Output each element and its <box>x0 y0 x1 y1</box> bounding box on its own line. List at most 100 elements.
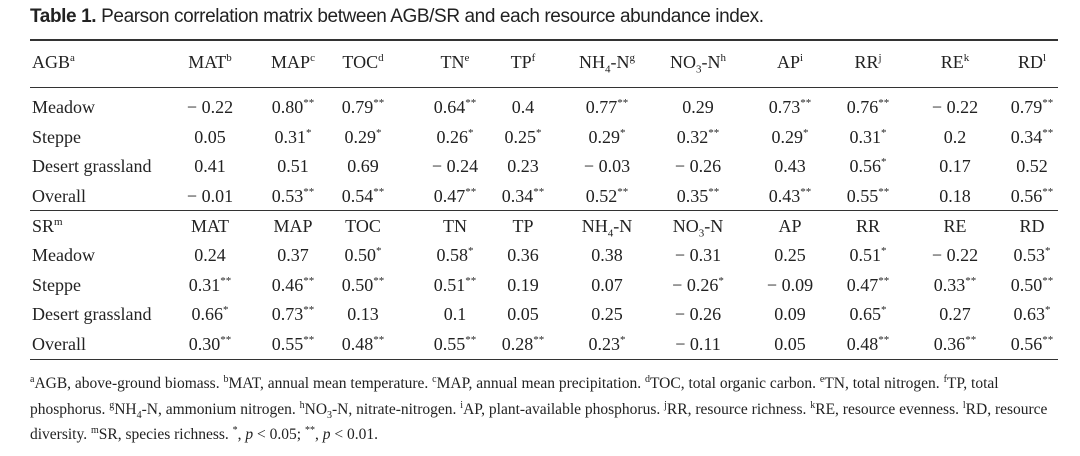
i-run: p <box>322 426 331 443</box>
table-cell: 0.58* <box>405 245 505 265</box>
text-run: NH <box>114 400 137 418</box>
cell-text: Steppe <box>32 274 81 295</box>
table-cell: 0.37 <box>243 245 343 265</box>
text-run: TP, total phosphorus. <box>30 375 999 418</box>
table-cell: 0.25* <box>473 127 573 147</box>
text-run: NO <box>304 400 328 418</box>
sup-run: ** <box>708 126 720 139</box>
sup-run: l <box>1042 52 1047 64</box>
cell-text: Steppe <box>32 126 81 147</box>
sub-run: 3 <box>327 409 333 421</box>
text-run: MAP <box>271 52 311 72</box>
table-cell: 0.80** <box>243 97 343 117</box>
text-run: 0.53 <box>271 185 304 206</box>
sup-run: ** <box>303 274 315 287</box>
column-header: NH4-N <box>557 216 657 239</box>
sup-run: ** <box>533 333 545 346</box>
text-run: RD <box>1017 52 1043 72</box>
column-header: RD <box>982 216 1080 236</box>
cell-text: − 0.11 <box>675 333 721 354</box>
cell-text: 0.23 <box>507 156 539 176</box>
table-cell: 0.05 <box>740 334 840 354</box>
cell-text: 0.41 <box>194 156 226 176</box>
text-run: 0.31 <box>274 126 307 147</box>
top-rule <box>30 39 1058 41</box>
sup-run: k <box>963 52 970 64</box>
sup-run: a <box>70 52 75 64</box>
row-label: Steppe <box>32 275 81 295</box>
table-cell: 0.54** <box>313 186 413 206</box>
text-run: 0.55 <box>846 185 879 206</box>
sup-run: * <box>620 333 626 346</box>
text-run: 0.56 <box>849 156 882 176</box>
cell-text: Overall <box>32 185 86 206</box>
sup-run: h <box>720 52 727 64</box>
sup-run: ** <box>1042 185 1054 198</box>
bottom-rule <box>30 359 1058 360</box>
row-label: Desert grassland <box>32 156 151 176</box>
column-header: RE <box>905 216 1005 236</box>
column-header: TNe <box>405 52 505 72</box>
cell-text: MAP <box>273 216 313 236</box>
table-cell: 0.36 <box>473 245 573 265</box>
column-header: TOC <box>313 216 413 236</box>
table-cell: − 0.26 <box>648 156 748 176</box>
text-run: 0.34 <box>501 185 534 206</box>
text-run: 0.73 <box>271 304 304 324</box>
sup-run: i <box>460 399 464 411</box>
sup-run: ** <box>1042 333 1054 346</box>
text-run: NH <box>579 52 605 72</box>
table-cell: 0.43** <box>740 186 840 206</box>
sup-run: * <box>718 274 724 287</box>
text-run: RR, resource richness. <box>666 400 811 418</box>
text-run: 0.58 <box>436 245 469 265</box>
table-cell: 0.07 <box>557 275 657 295</box>
text-run: TP <box>510 52 532 72</box>
text-run: SR, species richness. <box>98 426 233 443</box>
text-run: 0.26 <box>436 126 469 147</box>
table-cell: − 0.26 <box>648 304 748 324</box>
column-header: RDl <box>982 52 1080 72</box>
text-run: 0.29 <box>344 126 377 147</box>
sup-run: ** <box>1042 97 1054 109</box>
row-label: Overall <box>32 334 86 354</box>
cell-text: 0.29 <box>682 97 714 117</box>
cell-text: RE <box>943 216 967 236</box>
table-cell: 0.48** <box>313 334 413 354</box>
sup-run: j <box>878 52 882 64</box>
text-run: 0.23 <box>588 333 621 354</box>
table-cell: 0.56** <box>982 186 1080 206</box>
sup-run: * <box>468 126 474 139</box>
cell-text: TP <box>512 216 534 236</box>
table-cell: 0.29* <box>740 127 840 147</box>
row-label: Steppe <box>32 127 81 147</box>
sup-run: ** <box>465 185 477 198</box>
sup-run: ** <box>878 333 890 346</box>
table-cell: 0.26* <box>405 127 505 147</box>
table-cell: 0.31** <box>160 275 260 295</box>
sup-run: ** <box>373 185 385 198</box>
text-run: 0.80 <box>271 97 304 117</box>
text-run: 0.32 <box>676 126 709 147</box>
text-run: -N <box>701 52 721 72</box>
sup-run: b <box>223 373 229 385</box>
text-run: 0.29 <box>771 126 804 147</box>
sup-run: ** <box>304 424 315 436</box>
text-run: 0.76 <box>846 97 879 117</box>
sup-run: e <box>464 52 470 64</box>
cell-text: 0.24 <box>194 245 226 265</box>
table-cell: − 0.01 <box>160 186 260 206</box>
text-run: MAT <box>188 52 227 72</box>
text-run: MAT, annual mean temperature. <box>228 375 433 392</box>
section-rule <box>30 210 1058 211</box>
text-run: RE <box>940 52 964 72</box>
cell-text: 0.1 <box>443 304 467 324</box>
cell-text: 0.07 <box>591 274 623 295</box>
sup-run: ** <box>617 97 629 109</box>
sup-run: * <box>881 156 887 168</box>
text-run: TOC <box>342 52 379 72</box>
text-run: TN, total nitrogen. <box>824 375 944 392</box>
table-cell: 0.77** <box>557 97 657 117</box>
sup-run: ** <box>1042 274 1054 287</box>
text-run: < 0.01. <box>330 426 378 443</box>
